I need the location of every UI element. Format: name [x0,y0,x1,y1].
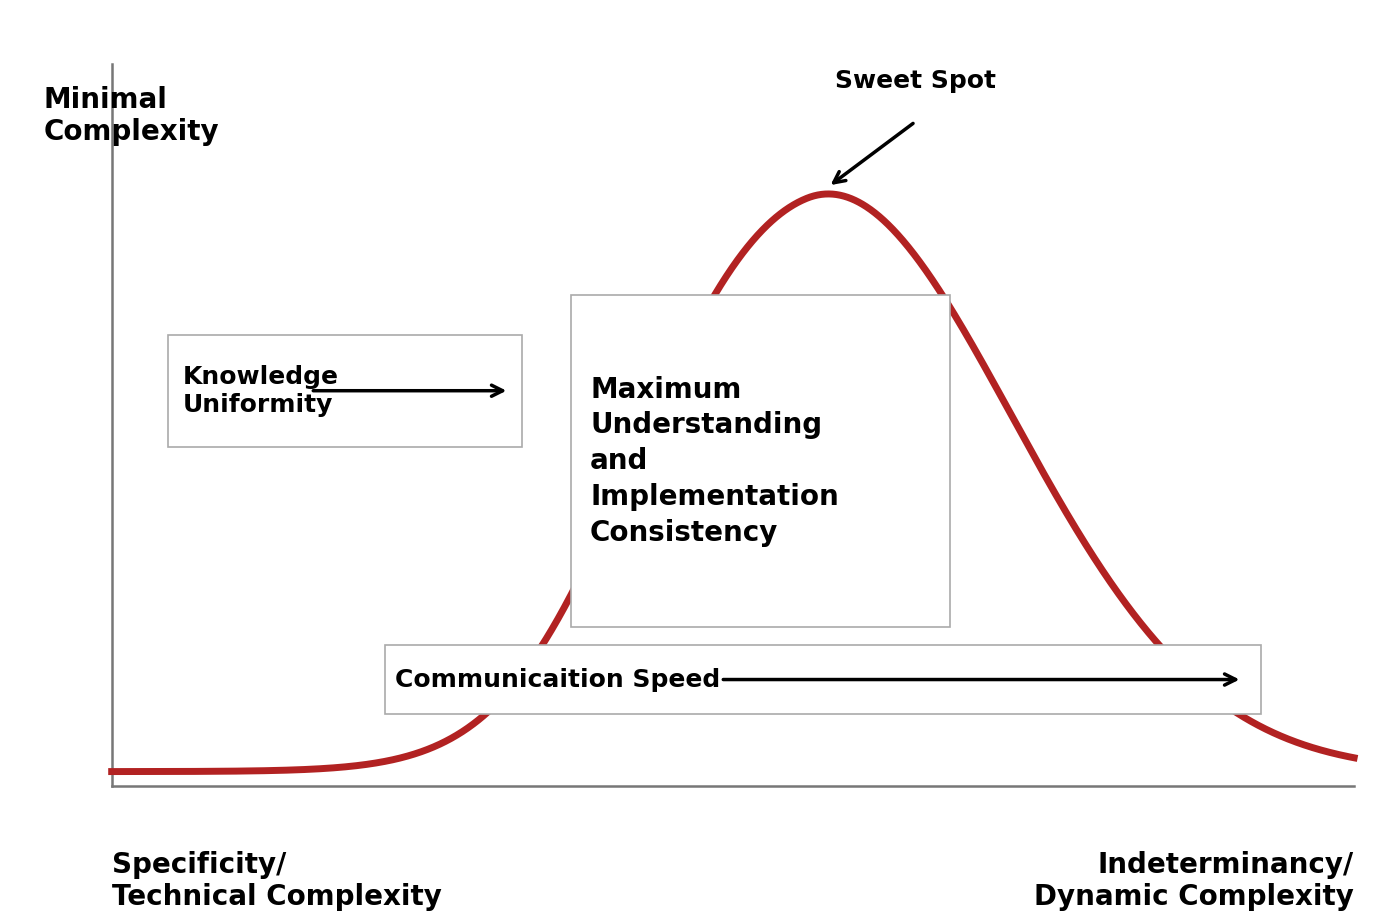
Text: Indeterminancy/
Dynamic Complexity: Indeterminancy/ Dynamic Complexity [1034,851,1354,911]
Text: Sweet Spot: Sweet Spot [835,69,995,93]
Text: Maximum
Understanding
and
Implementation
Consistency: Maximum Understanding and Implementation… [591,376,839,547]
Bar [571,295,951,627]
Text: Specificity/
Technical Complexity: Specificity/ Technical Complexity [112,851,441,911]
Bar [168,335,522,447]
Text: Knowledge
Uniformity: Knowledge Uniformity [183,365,338,417]
Text: Minimal
Complexity: Minimal Complexity [43,86,219,146]
Text: Communicaition Speed: Communicaition Speed [395,667,729,692]
Bar [385,645,1261,714]
